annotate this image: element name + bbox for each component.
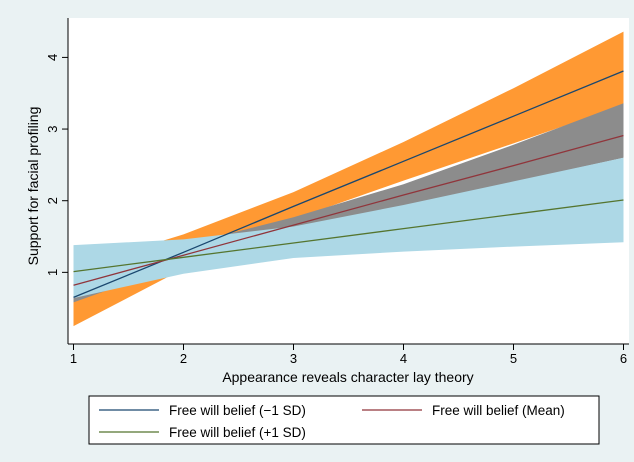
axes [67,18,629,345]
ci-band-plus1sd [73,157,624,299]
y-ticks: 1 2 3 4 [45,54,68,276]
y-axis-label: Support for facial profiling [25,107,41,266]
y-tick-label: 4 [45,54,60,61]
series-lines [73,70,624,299]
x-tick-label: 2 [180,351,187,366]
legend-label-mean: Free will belief (Mean) [432,403,565,418]
series-line-plus1sd [73,199,624,273]
y-tick-label: 3 [45,125,60,132]
legend-box [88,395,600,445]
legend: Free will belief (−1 SD) Free will belie… [88,395,600,445]
x-tick-label: 6 [620,351,627,366]
y-tick-label: 1 [45,269,60,276]
legend-label-plus1sd: Free will belief (+1 SD) [169,425,306,440]
x-tick-label: 4 [400,351,407,366]
x-axis-label: Appearance reveals character lay theory [222,369,473,385]
y-tick-label: 2 [45,197,60,204]
x-ticks: 1 2 3 4 5 6 [70,344,627,366]
legend-label-minus1sd: Free will belief (−1 SD) [169,403,306,418]
confidence-bands [73,31,624,327]
x-tick-label: 3 [290,351,297,366]
x-tick-label: 5 [510,351,517,366]
x-tick-label: 1 [70,351,77,366]
